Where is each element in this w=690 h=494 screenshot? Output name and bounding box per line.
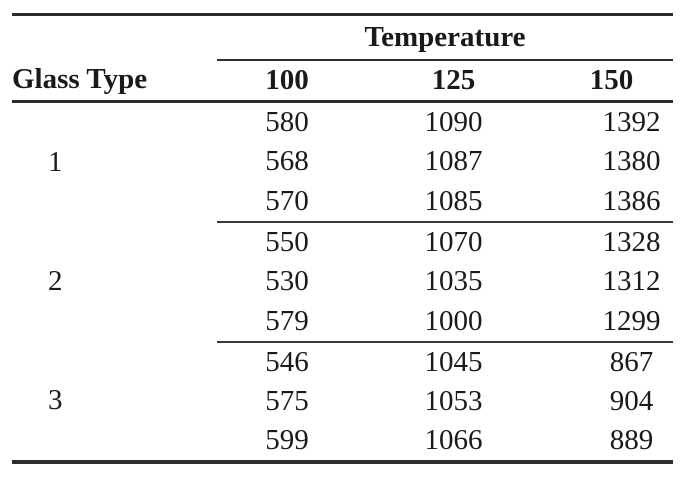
glass-temperature-table: Temperature Glass Type 100 125 150 1 580… <box>12 13 674 464</box>
data-cell: 1045 <box>357 340 550 382</box>
data-cell: 1380 <box>602 145 661 177</box>
glass-type-label-3: 3 <box>48 384 63 416</box>
table-row: 1 580 1090 1392 <box>12 102 673 176</box>
glass-type-label-2: 2 <box>48 265 63 297</box>
table-row: 579 1000 1299 <box>12 302 673 342</box>
data-cell: 867 <box>550 340 674 382</box>
data-cell: 579 <box>265 304 309 337</box>
spanner-row: Temperature <box>12 14 674 61</box>
data-cell: 1053 <box>424 385 483 417</box>
data-cell: 1000 <box>424 304 483 337</box>
data-cell: 1328 <box>550 220 674 262</box>
data-cell: 530 <box>265 265 309 297</box>
data-cell: 889 <box>609 424 654 456</box>
data-cell: 1070 <box>357 220 550 262</box>
data-cell: 1085 <box>424 184 483 217</box>
data-cell: 1090 <box>424 105 483 138</box>
data-cell: 568 <box>265 145 309 177</box>
data-cell: 1299 <box>602 304 661 337</box>
data-cell: 904 <box>609 385 654 417</box>
data-cell: 1386 <box>602 184 661 217</box>
glass-type-header: Glass Type <box>12 59 217 103</box>
table-row: 530 1035 1312 <box>12 262 673 302</box>
data-cell: 1392 <box>602 105 661 138</box>
data-cell: 546 <box>217 340 357 382</box>
column-header-row: Glass Type 100 125 150 <box>12 59 674 103</box>
data-cell: 599 <box>265 424 309 456</box>
data-cell: 580 <box>265 105 309 138</box>
data-cell: 1066 <box>424 424 483 456</box>
temp-column-header-100: 100 <box>217 59 357 103</box>
data-cell: 1087 <box>424 145 483 177</box>
data-cell: 1312 <box>602 265 661 297</box>
temp-column-header-125: 125 <box>357 59 550 103</box>
table-row: 570 1085 1386 <box>12 182 673 222</box>
data-cell: 575 <box>265 385 309 417</box>
temperature-group-header: Temperature <box>217 14 674 61</box>
table-row: 2 550 1070 1328 <box>12 220 674 296</box>
temp-column-header-150: 150 <box>550 59 674 103</box>
corner-cell <box>12 15 217 60</box>
table-row: 568 1087 1380 <box>12 142 673 182</box>
table-row: 599 1066 889 <box>12 422 673 462</box>
data-cell: 550 <box>217 220 357 262</box>
data-cell: 570 <box>265 184 309 217</box>
table-row: 3 546 1045 867 <box>12 340 674 415</box>
table-row: 575 1053 904 <box>12 382 673 422</box>
data-cell: 1035 <box>424 265 483 297</box>
glass-type-label-1: 1 <box>48 145 63 178</box>
